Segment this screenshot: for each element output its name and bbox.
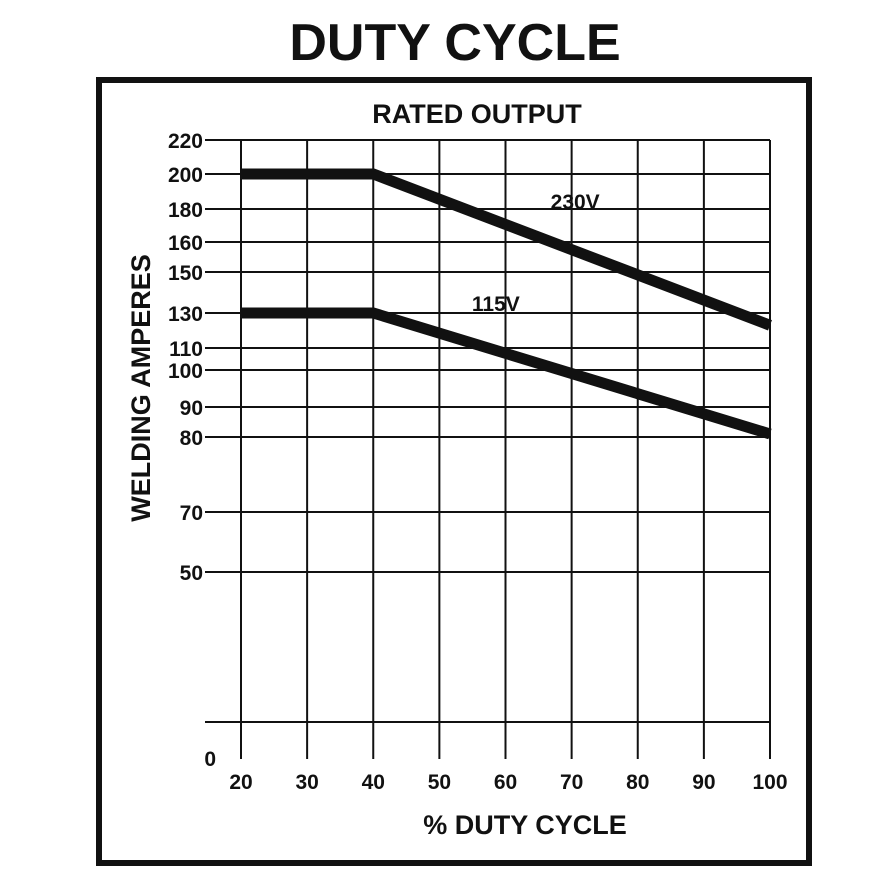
y-tick-label: 50 [180,562,203,585]
chart-title: DUTY CYCLE [289,14,620,72]
y-tick-label: 70 [180,502,203,525]
y-tick-label: 100 [168,360,203,383]
x-tick-label: 80 [626,771,649,794]
x-tick-label: 60 [494,771,517,794]
x-tick-label: 40 [362,771,385,794]
chart-subtitle: RATED OUTPUT [372,99,582,129]
y-tick-label: 220 [168,130,203,153]
y-tick-label: 80 [180,427,203,450]
x-tick-label: 90 [692,771,715,794]
series-line-230v [241,168,772,331]
x-axis-label: % DUTY CYCLE [423,810,627,840]
x-tick-label: 50 [428,771,451,794]
series-line-115v [241,307,772,440]
y-tick-label: 0 [204,748,216,771]
y-tick-label: 150 [168,262,203,285]
y-tick-label: 160 [168,232,203,255]
x-tick-label: 20 [229,771,252,794]
y-axis-label: WELDING AMPERES [126,254,156,522]
y-tick-label: 130 [168,303,203,326]
x-tick-label: 70 [560,771,583,794]
tick-labels: 20 30 40 50 60 70 80 90 100 220 200 180 160 150 130 110… [168,130,788,794]
x-tick-label: 30 [295,771,318,794]
y-tick-label: 110 [169,338,203,361]
series-label: 230V [551,191,600,214]
series-label: 115V [472,293,520,316]
x-tick-label: 100 [752,771,787,794]
y-tick-label: 180 [168,199,203,222]
chart-frame [96,77,812,866]
series-lines: 230V 115V [241,168,772,440]
grid-lines [205,139,771,759]
y-tick-label: 90 [180,397,203,420]
y-tick-label: 200 [168,164,203,187]
